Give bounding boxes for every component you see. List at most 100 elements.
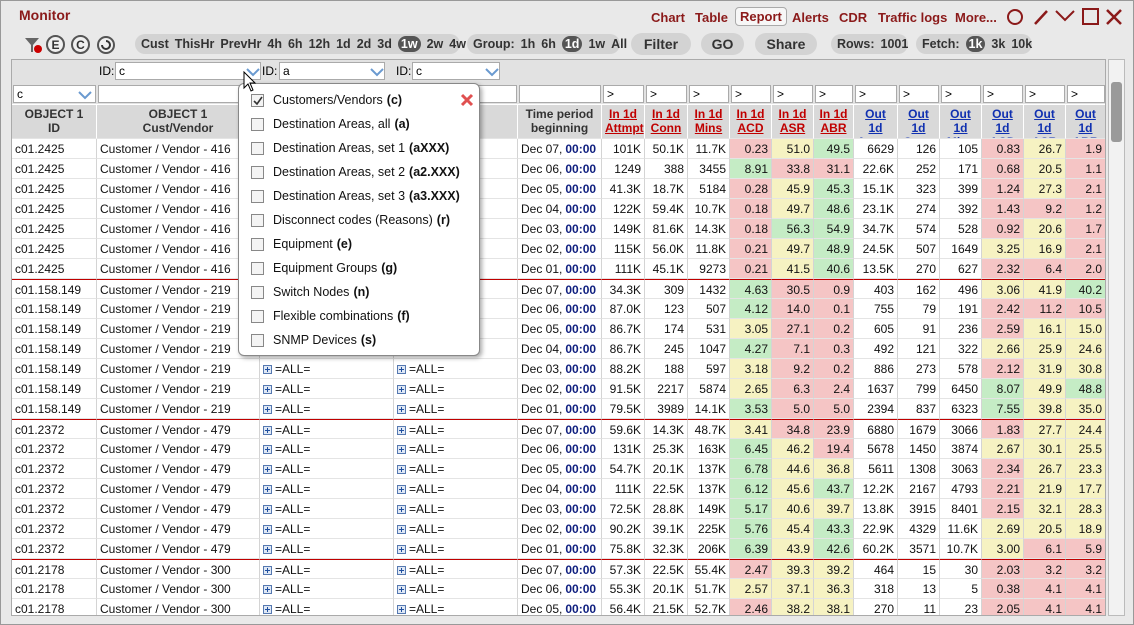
expand-icon[interactable] [397,505,406,514]
expand-icon[interactable] [263,566,272,575]
expand-icon[interactable] [263,585,272,594]
period-option[interactable]: 1d [336,37,351,51]
nav-link[interactable]: More... [955,10,997,25]
period-option[interactable]: PrevHr [220,37,262,51]
id-select[interactable]: c [115,62,261,80]
fetch-option[interactable]: 1k [965,36,986,52]
scroll-thumb[interactable] [1111,82,1122,142]
numeric-filter[interactable]: > [1025,85,1065,103]
numeric-filter[interactable]: > [773,85,813,103]
filter-input[interactable]: c [13,85,96,103]
expand-icon[interactable] [263,505,272,514]
maximize-icon[interactable] [1082,8,1099,25]
checkbox[interactable] [251,214,264,227]
column-header[interactable]: In 1d Mins [688,105,730,139]
expand-icon[interactable] [397,605,406,614]
numeric-filter[interactable]: > [815,85,853,103]
nav-link[interactable]: Report [735,7,787,26]
nav-link[interactable]: Alerts [792,10,829,25]
checkbox[interactable] [251,262,264,275]
expand-icon[interactable] [397,566,406,575]
column-header[interactable]: Out 1d Attmpt [854,105,898,139]
column-header[interactable]: Out 1d ACD [982,105,1024,139]
numeric-filter[interactable]: > [731,85,771,103]
close-icon[interactable] [1106,9,1122,25]
numeric-filter[interactable]: > [941,85,981,103]
dropdown-arrow[interactable] [246,67,260,77]
numeric-filter[interactable]: > [983,85,1023,103]
dropdown-item[interactable]: Customers/Vendors (c) [273,93,402,107]
expand-icon[interactable] [397,465,406,474]
period-option[interactable]: 1w [397,36,421,52]
checkbox[interactable] [251,166,264,179]
filter-input[interactable] [98,85,259,103]
fetch-option[interactable]: 3k [991,37,1006,51]
expand-icon[interactable] [263,426,272,435]
numeric-filter[interactable]: > [646,85,687,103]
checkbox[interactable] [251,238,264,251]
expand-icon[interactable] [263,545,272,554]
nav-link[interactable]: Chart [651,10,685,25]
dropdown-item[interactable]: Equipment (e) [273,237,352,251]
filter-input[interactable] [519,85,601,103]
filter-clear-icon[interactable] [23,35,45,55]
column-header[interactable]: Out 1d ASR [1024,105,1066,139]
group-option[interactable]: 1w [588,37,606,51]
dropdown-arrow[interactable] [78,90,92,100]
expand-icon[interactable] [263,365,272,374]
group-option[interactable]: 1d [561,36,583,52]
column-header[interactable]: OBJECT 1 Cust/Vendor [97,105,260,139]
period-option[interactable]: 12h [308,37,331,51]
expand-icon[interactable] [397,445,406,454]
column-header[interactable]: Time period beginning [518,105,602,139]
nav-link[interactable]: Traffic logs [878,10,948,25]
dropdown-item[interactable]: Switch Nodes (n) [273,285,369,299]
id-select[interactable]: a [279,62,385,80]
toolbar-button[interactable]: C [71,35,90,54]
expand-icon[interactable] [397,405,406,414]
share-button[interactable]: Share [755,33,817,55]
dropdown-arrow[interactable] [370,67,384,77]
period-option[interactable]: Cust [141,37,169,51]
column-header[interactable]: Out 1d Conn [898,105,940,139]
expand-icon[interactable] [263,605,272,614]
expand-icon[interactable] [397,426,406,435]
dropdown-item[interactable]: Destination Areas, set 1 (aXXX) [273,141,449,155]
period-option[interactable]: 4h [267,37,282,51]
numeric-filter[interactable]: > [603,85,644,103]
numeric-filter[interactable]: > [899,85,939,103]
checkbox[interactable] [251,118,264,131]
dropdown-arrow[interactable] [485,67,499,77]
dropdown-item[interactable]: Flexible combinations (f) [273,309,410,323]
numeric-filter[interactable]: > [689,85,729,103]
expand-icon[interactable] [263,385,272,394]
column-header[interactable]: In 1d Conn [645,105,688,139]
numeric-filter[interactable]: > [1067,85,1105,103]
column-header[interactable]: In 1d ABR [814,105,854,139]
group-option[interactable]: 1h [520,37,536,51]
scrollbar[interactable] [1108,59,1125,616]
column-header[interactable]: Out 1d Mins [940,105,982,139]
column-header[interactable]: In 1d Attmpt [602,105,645,139]
expand-icon[interactable] [397,485,406,494]
dropdown-item[interactable]: SNMP Devices (s) [273,333,376,347]
edit-icon[interactable] [1034,10,1048,25]
column-header[interactable]: In 1d ASR [772,105,814,139]
checkbox[interactable] [251,142,264,155]
period-option[interactable]: 2w [426,37,444,51]
checkbox[interactable] [251,94,264,107]
numeric-filter[interactable]: > [855,85,897,103]
expand-icon[interactable] [263,465,272,474]
period-option[interactable]: 3d [377,37,392,51]
dropdown-item[interactable]: Equipment Groups (g) [273,261,397,275]
column-header[interactable]: In 1d ACD [730,105,772,139]
id-select[interactable]: c [412,62,500,80]
expand-icon[interactable] [263,405,272,414]
checkbox[interactable] [251,286,264,299]
help-icon[interactable] [1007,9,1023,25]
period-option[interactable]: ThisHr [174,37,215,51]
dropdown-item[interactable]: Destination Areas, all (a) [273,117,410,131]
collapse-icon[interactable] [1055,10,1075,22]
dropdown-item[interactable]: Destination Areas, set 2 (a2.XXX) [273,165,460,179]
checkbox[interactable] [251,310,264,323]
